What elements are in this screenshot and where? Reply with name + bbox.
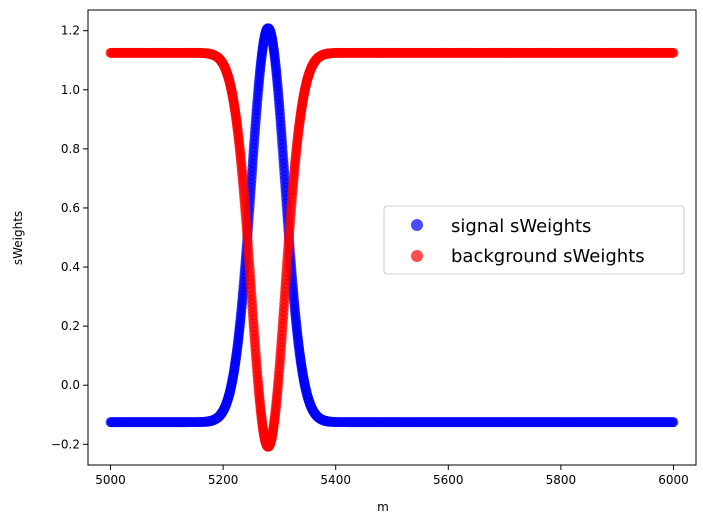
y-axis-label: sWeights bbox=[11, 211, 25, 265]
series-background bbox=[105, 47, 679, 452]
x-tick-label: 5400 bbox=[320, 473, 351, 487]
legend: signal sWeights background sWeights bbox=[383, 205, 685, 275]
legend-marker-background bbox=[411, 250, 423, 262]
y-tick-label: 0.0 bbox=[61, 378, 80, 392]
x-tick-label: 5800 bbox=[546, 473, 577, 487]
y-tick-label: 0.4 bbox=[61, 260, 80, 274]
y-tick-label: 1.2 bbox=[61, 24, 80, 38]
x-tick-label: 5600 bbox=[433, 473, 464, 487]
y-tick-label: −0.2 bbox=[51, 437, 80, 451]
series-signal bbox=[105, 23, 679, 428]
legend-label-signal: signal sWeights bbox=[451, 216, 591, 237]
y-tick-label: 0.8 bbox=[61, 142, 80, 156]
legend-marker-signal bbox=[411, 219, 423, 231]
data-point bbox=[668, 417, 679, 428]
legend-label-background: background sWeights bbox=[451, 246, 645, 267]
y-axis: −0.2 0.0 0.2 0.4 0.6 0.8 1.0 1.2 bbox=[51, 24, 88, 451]
x-axis: 5000 5200 5400 5600 5800 6000 bbox=[95, 465, 689, 487]
x-tick-label: 5200 bbox=[208, 473, 239, 487]
data-point bbox=[325, 48, 336, 59]
legend-box bbox=[383, 205, 685, 275]
x-tick-label: 5000 bbox=[95, 473, 126, 487]
x-axis-label: m bbox=[377, 500, 389, 514]
data-point bbox=[668, 47, 679, 58]
y-tick-label: 0.2 bbox=[61, 319, 80, 333]
y-tick-label: 0.6 bbox=[61, 201, 80, 215]
x-tick-label: 6000 bbox=[658, 473, 689, 487]
plot-frame bbox=[87, 9, 697, 466]
y-tick-label: 1.0 bbox=[61, 83, 80, 97]
data-point bbox=[325, 416, 336, 427]
data-points bbox=[105, 23, 679, 452]
